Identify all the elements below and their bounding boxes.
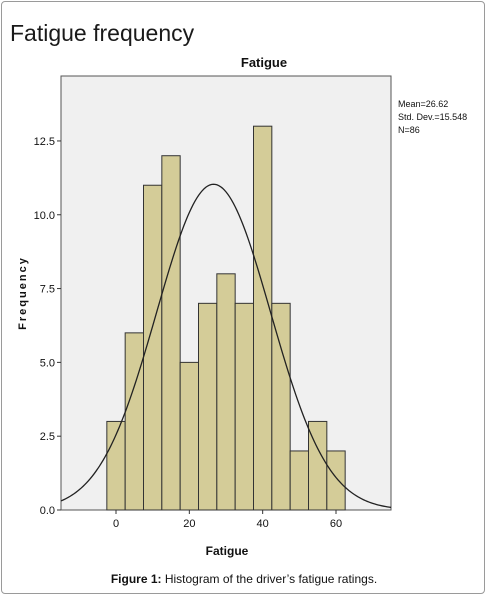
stat-n: N=86 bbox=[398, 125, 420, 135]
y-axis: 0.0 2.5 5.0 7.5 10.0 12.5 bbox=[34, 136, 61, 517]
page-title: Fatigue frequency bbox=[10, 20, 195, 46]
y-tick-label-4: 10.0 bbox=[34, 210, 55, 222]
stats-box: Mean=26.62 Std. Dev.=15.548 N=86 bbox=[398, 98, 467, 137]
stat-mean: Mean=26.62 bbox=[398, 99, 449, 109]
x-axis-label: Fatigue bbox=[206, 544, 249, 558]
x-tick-label-1: 20 bbox=[183, 518, 195, 530]
histogram-bar-4 bbox=[179, 361, 200, 511]
histogram-bar-12 bbox=[326, 450, 346, 511]
histogram-bar-3 bbox=[161, 155, 181, 511]
chart-title: Fatigue bbox=[241, 55, 287, 70]
y-tick-label-5: 12.5 bbox=[34, 136, 55, 148]
stat-std-dev: Std. Dev.=15.548 bbox=[398, 112, 468, 122]
y-tick-label-0: 0.0 bbox=[40, 505, 55, 517]
y-tick-label-3: 7.5 bbox=[40, 284, 55, 296]
caption-label: Figure 1: bbox=[110, 572, 162, 586]
y-axis-label: Frequency bbox=[17, 256, 29, 330]
caption-text: Histogram of the driver’s fatigue rating… bbox=[161, 572, 378, 586]
histogram-bar-8 bbox=[253, 125, 273, 511]
x-tick-label-3: 60 bbox=[330, 518, 342, 530]
histogram-bar-9 bbox=[271, 302, 291, 511]
histogram-bar-10 bbox=[289, 450, 309, 511]
y-tick-label-1: 2.5 bbox=[40, 431, 55, 443]
normal-curve bbox=[60, 183, 392, 509]
figure-caption: Figure 1: Histogram of the driver’s fati… bbox=[0, 572, 488, 586]
x-tick-label-0: 0 bbox=[113, 518, 119, 530]
y-tick-label-2: 5.0 bbox=[40, 357, 55, 369]
histogram-bar-1 bbox=[124, 332, 144, 511]
histogram-bar-7 bbox=[234, 302, 255, 511]
x-axis: 0 20 40 60 bbox=[113, 510, 342, 530]
histogram-bar-6 bbox=[216, 273, 236, 511]
histogram-bars bbox=[106, 125, 346, 511]
x-tick-label-2: 40 bbox=[257, 518, 269, 530]
histogram-bar-5 bbox=[198, 302, 218, 511]
